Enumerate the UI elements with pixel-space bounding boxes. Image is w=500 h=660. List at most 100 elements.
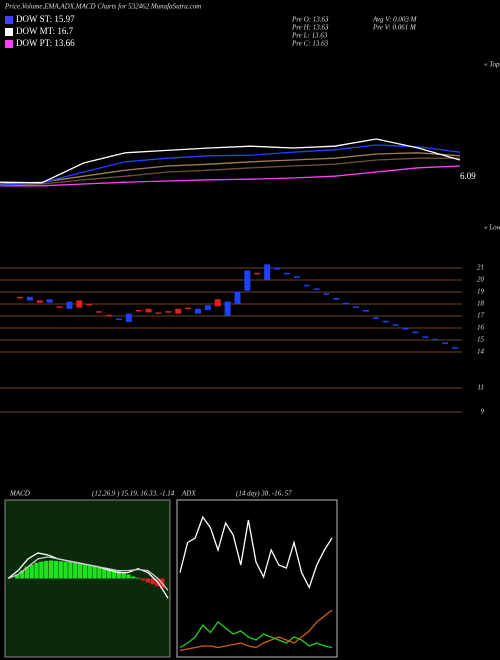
candle	[26, 296, 33, 301]
y-tick-label: 21	[477, 264, 484, 272]
legend-swatch	[5, 28, 13, 36]
histogram-bar	[82, 563, 88, 579]
histogram-bar	[131, 576, 136, 579]
panel	[176, 499, 338, 658]
histogram-bar	[29, 564, 34, 579]
histogram-bar	[39, 561, 44, 579]
legend-swatch	[5, 16, 13, 24]
candle	[185, 307, 192, 310]
histogram-bar	[34, 562, 39, 579]
candle	[125, 313, 132, 322]
candle	[452, 347, 458, 349]
candle	[402, 328, 409, 330]
y-tick-label: 14	[477, 348, 485, 356]
info-text: Pre C: 13.63	[291, 40, 329, 48]
histogram-bar	[68, 562, 73, 579]
candle	[353, 306, 360, 308]
y-tick-label: 11	[478, 384, 484, 392]
candle	[303, 284, 310, 287]
histogram-bar	[24, 566, 30, 579]
candle	[442, 342, 449, 344]
candle	[313, 288, 320, 290]
ema-line	[0, 144, 461, 186]
histogram-bar	[97, 566, 102, 579]
candle	[17, 296, 23, 299]
candle	[96, 311, 103, 313]
histogram-bar	[73, 562, 78, 579]
histogram-bar	[87, 564, 92, 579]
candle	[392, 324, 399, 326]
histogram-bar	[121, 572, 126, 579]
ema-line	[0, 152, 461, 185]
candle	[46, 299, 53, 303]
candle	[56, 306, 63, 308]
candle	[333, 298, 340, 300]
info-text: Pre H: 13.63	[291, 24, 329, 32]
histogram-bar	[63, 561, 68, 579]
histogram-bar	[140, 578, 146, 581]
candle	[293, 276, 300, 278]
candle	[86, 304, 93, 306]
candle	[283, 272, 290, 275]
y-tick-label: 19	[477, 288, 485, 296]
candle	[234, 292, 241, 304]
panel-title: ADX	[181, 490, 196, 498]
candle	[244, 270, 251, 291]
candle	[382, 320, 389, 323]
ema-line	[0, 138, 461, 184]
histogram-bar	[77, 563, 83, 579]
tops-label: « Tops	[484, 61, 500, 69]
candle	[66, 301, 73, 309]
candle	[274, 268, 281, 270]
y-tick-label: 16	[477, 324, 485, 332]
lows-label: « Lows	[484, 224, 500, 232]
histogram-bar	[106, 568, 112, 579]
candle	[214, 299, 221, 307]
y-tick-label: 17	[477, 312, 485, 320]
candle	[363, 310, 370, 312]
candle	[76, 300, 83, 308]
candle	[145, 308, 152, 313]
candle	[194, 308, 201, 314]
panel-subtitle: (14 day) 38, -16, 57	[236, 490, 292, 498]
candle	[412, 331, 419, 334]
macd-line	[7, 556, 169, 591]
panel-subtitle: (12,26,9 ) 15.19, 16.33, -1.14	[92, 490, 175, 498]
candle	[432, 338, 439, 341]
histogram-bar	[48, 560, 54, 579]
candle	[165, 311, 172, 313]
histogram-bar	[92, 565, 97, 579]
histogram-bar	[145, 578, 150, 583]
candle	[175, 308, 182, 314]
info-text: Pre V: 0.061 M	[372, 24, 417, 32]
adx-line	[179, 515, 333, 590]
candle	[224, 301, 231, 316]
candle	[254, 272, 261, 275]
histogram-bar	[44, 560, 49, 579]
histogram-bar	[53, 560, 59, 579]
legend-label: DOW PT: 13.66	[16, 38, 75, 48]
histogram-bar	[58, 561, 63, 579]
histogram-bar	[126, 574, 131, 579]
info-text: Avg V: 0.003 M	[372, 16, 418, 24]
histogram-bar	[111, 569, 117, 579]
histogram-bar	[102, 567, 107, 579]
y-tick-label: 20	[477, 276, 485, 284]
y-tick-label: 18	[477, 300, 485, 308]
candle	[422, 336, 429, 338]
legend-label: DOW ST: 15.97	[16, 14, 75, 24]
histogram-bar	[116, 570, 121, 579]
histogram-bar	[15, 574, 20, 579]
info-text: Pre L: 13.63	[291, 32, 328, 40]
candle	[323, 293, 330, 295]
candle	[343, 302, 350, 305]
candle	[372, 317, 379, 319]
y-tick-label: 15	[477, 336, 485, 344]
histogram-bar	[135, 577, 141, 579]
candle	[135, 310, 142, 312]
legend-swatch	[5, 40, 13, 48]
last-value: 6.09	[460, 171, 476, 181]
histogram-bar	[150, 578, 155, 585]
ema-line	[0, 157, 460, 186]
